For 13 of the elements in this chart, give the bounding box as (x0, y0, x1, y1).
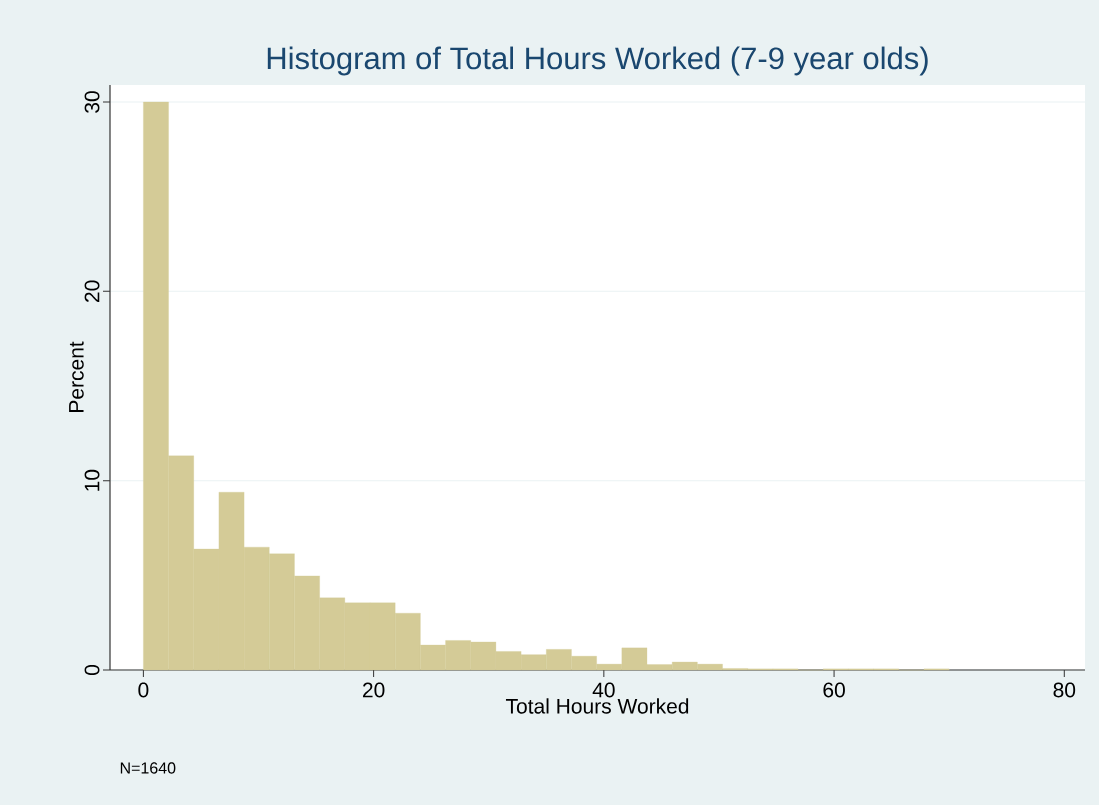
chart-title: Histogram of Total Hours Worked (7-9 year olds) (267, 46, 928, 76)
text: N=1640 (120, 762, 176, 774)
y-axis-title: Percent (69, 341, 84, 412)
y-tick-label: 20 (84, 280, 100, 302)
x-tick-label: 0 (138, 682, 149, 698)
x-tick-label: 20 (362, 682, 385, 698)
x-tick-label: 60 (823, 682, 845, 698)
x-tick-label: 80 (1053, 682, 1076, 698)
y-tick-label: 30 (84, 91, 100, 113)
y-tick-label: 0 (84, 664, 100, 676)
y-tick-label: 10 (84, 469, 100, 491)
x-tick-label: 40 (592, 682, 615, 698)
x-axis-title: Total Hours Worked (505, 698, 689, 714)
